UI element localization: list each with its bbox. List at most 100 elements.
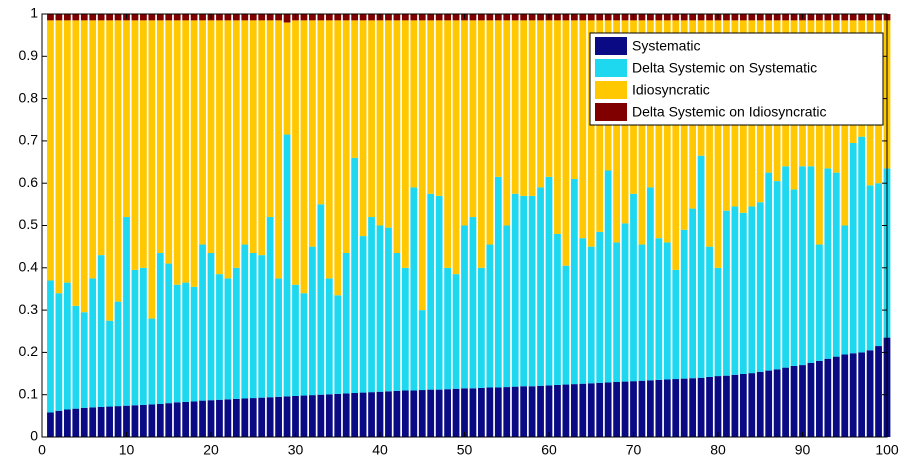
bar-segment	[444, 20, 451, 268]
bar-segment	[570, 384, 578, 437]
bar-segment	[317, 20, 325, 205]
bar-segment	[97, 14, 105, 21]
bar-segment	[351, 20, 359, 158]
bar-segment	[647, 187, 654, 381]
bar-segment	[190, 14, 198, 21]
legend-swatch	[595, 37, 627, 55]
bar-segment	[444, 389, 451, 437]
bar-segment	[723, 210, 730, 376]
bar-segment	[140, 404, 147, 437]
bar-segment	[309, 395, 316, 437]
bar-segment	[106, 20, 113, 321]
bar-segment	[579, 14, 587, 21]
bar-segment	[325, 20, 333, 279]
bar-segment	[562, 14, 570, 21]
bar-segment	[199, 244, 206, 401]
bar-segment	[503, 387, 511, 437]
bar-segment	[554, 384, 561, 437]
y-tick-label: 0.6	[19, 174, 39, 190]
bar-segment	[782, 166, 789, 368]
bar-segment	[655, 379, 663, 437]
bar-segment	[562, 265, 570, 385]
bar-segment	[359, 236, 367, 393]
bar-segment	[638, 380, 646, 437]
bar-segment	[773, 14, 781, 21]
bar-segment	[182, 401, 190, 437]
bar-segment	[283, 134, 291, 397]
bar-segment	[773, 369, 781, 437]
bar-segment	[511, 193, 519, 387]
bar-segment	[393, 20, 401, 253]
bar-segment	[334, 295, 342, 394]
bar-segment	[790, 14, 798, 21]
bar-segment	[858, 136, 866, 353]
bar-segment	[325, 278, 333, 395]
legend-label: Systematic	[632, 38, 700, 54]
legend-label: Delta Systemic on Systematic	[632, 60, 817, 76]
bar-segment	[114, 20, 122, 302]
bar-segment	[587, 20, 595, 247]
bar-segment	[706, 20, 713, 247]
bar-segment	[545, 176, 553, 386]
bar-segment	[63, 282, 71, 410]
bar-segment	[689, 208, 697, 379]
bar-segment	[216, 274, 223, 400]
bar-segment	[672, 20, 680, 270]
bar-segment	[80, 407, 88, 437]
bar-segment	[148, 14, 156, 21]
y-tick-label: 0.9	[19, 47, 39, 63]
bar-segment	[232, 20, 240, 268]
bar-segment	[427, 193, 435, 390]
bar-segment	[748, 14, 756, 21]
bar-segment	[469, 20, 477, 218]
bar-segment	[528, 14, 536, 21]
bar-segment	[342, 14, 350, 21]
bar-segment	[359, 14, 367, 21]
bar-segment	[756, 202, 764, 372]
bar-segment	[258, 255, 266, 398]
bar-segment	[131, 405, 139, 437]
bar-segment	[621, 14, 629, 21]
bar-segment	[849, 14, 857, 21]
bar-segment	[190, 401, 198, 437]
bar-segment	[292, 20, 299, 285]
bar-segment	[731, 374, 739, 437]
bar-segment	[368, 14, 375, 21]
bar-segment	[503, 14, 511, 21]
bar-segment	[114, 406, 122, 437]
bar-segment	[342, 20, 350, 253]
bar-segment	[579, 238, 587, 384]
bar-segment	[816, 360, 823, 437]
bar-segment	[663, 242, 671, 380]
bar-segment	[317, 394, 325, 437]
bar-segment	[156, 252, 164, 405]
bar-segment	[207, 20, 215, 253]
bar-segment	[444, 267, 451, 390]
bar-segment	[385, 20, 392, 228]
bar-segment	[207, 400, 215, 437]
bar-segment	[173, 20, 181, 285]
bar-segment	[841, 354, 849, 437]
bar-segment	[266, 217, 274, 398]
bar-segment	[72, 20, 80, 306]
bar-segment	[63, 14, 71, 21]
bar-segment	[562, 20, 570, 266]
bar-segment	[452, 388, 460, 437]
bar-segment	[613, 14, 620, 21]
bar-segment	[351, 14, 359, 21]
bar-segment	[266, 14, 274, 21]
bar-segment	[55, 20, 63, 294]
bar-segment	[368, 217, 375, 393]
bar-segment	[249, 20, 257, 253]
x-tick-label: 20	[203, 442, 219, 458]
bar-segment	[106, 320, 113, 407]
bar-segment	[680, 14, 688, 21]
bar-segment	[123, 20, 130, 218]
bar-segment	[148, 404, 156, 437]
bar-segment	[689, 378, 697, 437]
bar-segment	[832, 172, 840, 357]
bar-segment	[418, 20, 426, 311]
bar-segment	[528, 20, 536, 196]
bar-segment	[283, 22, 291, 135]
bar-segment	[697, 377, 705, 437]
